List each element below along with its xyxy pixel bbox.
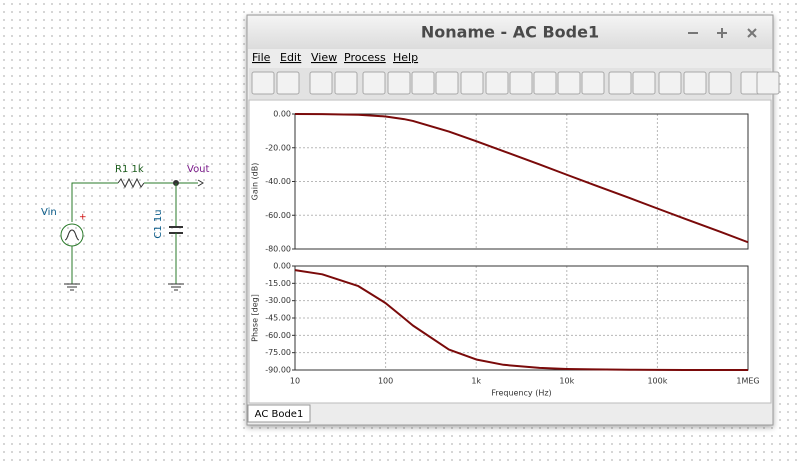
menu-item[interactable]: Process bbox=[344, 51, 386, 64]
menu-item[interactable]: Help bbox=[393, 51, 418, 64]
maximize-button[interactable] bbox=[717, 28, 727, 38]
y-tick-label: -30.00 bbox=[265, 296, 291, 305]
toolbar-button[interactable] bbox=[708, 71, 732, 95]
x-tick-label: 1k bbox=[471, 377, 481, 386]
toolbar-button[interactable] bbox=[557, 71, 581, 95]
toolbar-button[interactable] bbox=[411, 71, 435, 95]
data-line bbox=[294, 269, 748, 371]
plot-frame bbox=[294, 265, 749, 371]
wire bbox=[71, 182, 110, 222]
y-axis-label: Phase [deg] bbox=[251, 294, 260, 342]
output-label: Vout bbox=[187, 164, 210, 175]
toolbar-button[interactable] bbox=[309, 71, 333, 95]
x-tick-label: 100 bbox=[378, 377, 393, 386]
x-tick-label: 1MEG bbox=[736, 377, 759, 386]
toolbar-button[interactable] bbox=[632, 71, 656, 95]
x-tick-label: 100k bbox=[647, 377, 667, 386]
toolbar-button[interactable] bbox=[608, 71, 632, 95]
bode-plots: 0.00 -20.00 -40.00 -60.00 -80.00 Gain (dB) 10 1… bbox=[251, 110, 760, 398]
y-axis-label: Gain (dB) bbox=[251, 163, 260, 201]
toolbar-button[interactable] bbox=[509, 71, 533, 95]
x-tick-label: 10 bbox=[290, 377, 300, 386]
toolbar-button[interactable] bbox=[334, 71, 358, 95]
y-tick-label: -75.00 bbox=[265, 348, 291, 357]
bode-window: Noname - AC Bode1 File Edit View Process Hel… bbox=[246, 14, 780, 426]
y-tick-label: -40.00 bbox=[265, 177, 291, 186]
toolbar-button[interactable] bbox=[362, 71, 386, 95]
y-tick-label: -60.00 bbox=[265, 331, 291, 340]
resistor-label: R1 1k bbox=[115, 164, 144, 175]
toolbar-button[interactable] bbox=[460, 71, 484, 95]
toolbar-button[interactable] bbox=[581, 71, 605, 95]
tab[interactable] bbox=[247, 404, 311, 423]
toolbar-button[interactable] bbox=[387, 71, 411, 95]
toolbar-button[interactable] bbox=[683, 71, 707, 95]
source-symbol bbox=[64, 229, 80, 241]
tab-label[interactable]: AC Bode1 bbox=[255, 409, 304, 420]
y-tick-label: -15.00 bbox=[265, 279, 291, 288]
menu-item[interactable]: File bbox=[252, 51, 271, 64]
source-label: Vin bbox=[41, 207, 57, 218]
toolbar-buttons bbox=[251, 71, 780, 95]
toolbar-button[interactable] bbox=[435, 71, 459, 95]
y-tick-label: 0.00 bbox=[273, 262, 291, 271]
y-tick-label: -60.00 bbox=[265, 211, 291, 220]
data-line bbox=[294, 113, 749, 244]
ground bbox=[168, 283, 184, 291]
capacitor-label: C1 1u bbox=[153, 209, 164, 238]
resistor bbox=[117, 177, 145, 189]
menu-bar: File Edit View Process Help bbox=[252, 51, 418, 64]
toolbar-button[interactable] bbox=[251, 71, 275, 95]
toolbar-button[interactable] bbox=[533, 71, 557, 95]
schematic bbox=[60, 177, 204, 291]
x-tick-label: 10k bbox=[559, 377, 574, 386]
menu-item[interactable]: Edit bbox=[280, 51, 302, 64]
y-tick-label: 0.00 bbox=[273, 110, 291, 119]
y-tick-label: -80.00 bbox=[265, 245, 291, 254]
toolbar-button[interactable] bbox=[485, 71, 509, 95]
plot-area bbox=[248, 99, 772, 404]
plot-frame bbox=[294, 113, 749, 250]
window-title: Noname - AC Bode1 bbox=[421, 23, 599, 42]
title-bar bbox=[248, 16, 772, 49]
toolbar-button[interactable] bbox=[658, 71, 682, 95]
polarity-label: + bbox=[79, 213, 87, 223]
y-tick-label: -20.00 bbox=[265, 143, 291, 152]
x-axis-label: Frequency (Hz) bbox=[491, 389, 551, 398]
ground bbox=[64, 283, 80, 291]
toolbar-button[interactable] bbox=[756, 71, 780, 95]
close-button[interactable] bbox=[747, 28, 757, 38]
voltage-source bbox=[60, 223, 84, 247]
output-port bbox=[197, 179, 204, 187]
toolbar-button[interactable] bbox=[276, 71, 300, 95]
y-tick-label: -45.00 bbox=[265, 314, 291, 323]
menu-item[interactable]: View bbox=[311, 51, 337, 64]
y-tick-label: -90.00 bbox=[265, 366, 291, 375]
